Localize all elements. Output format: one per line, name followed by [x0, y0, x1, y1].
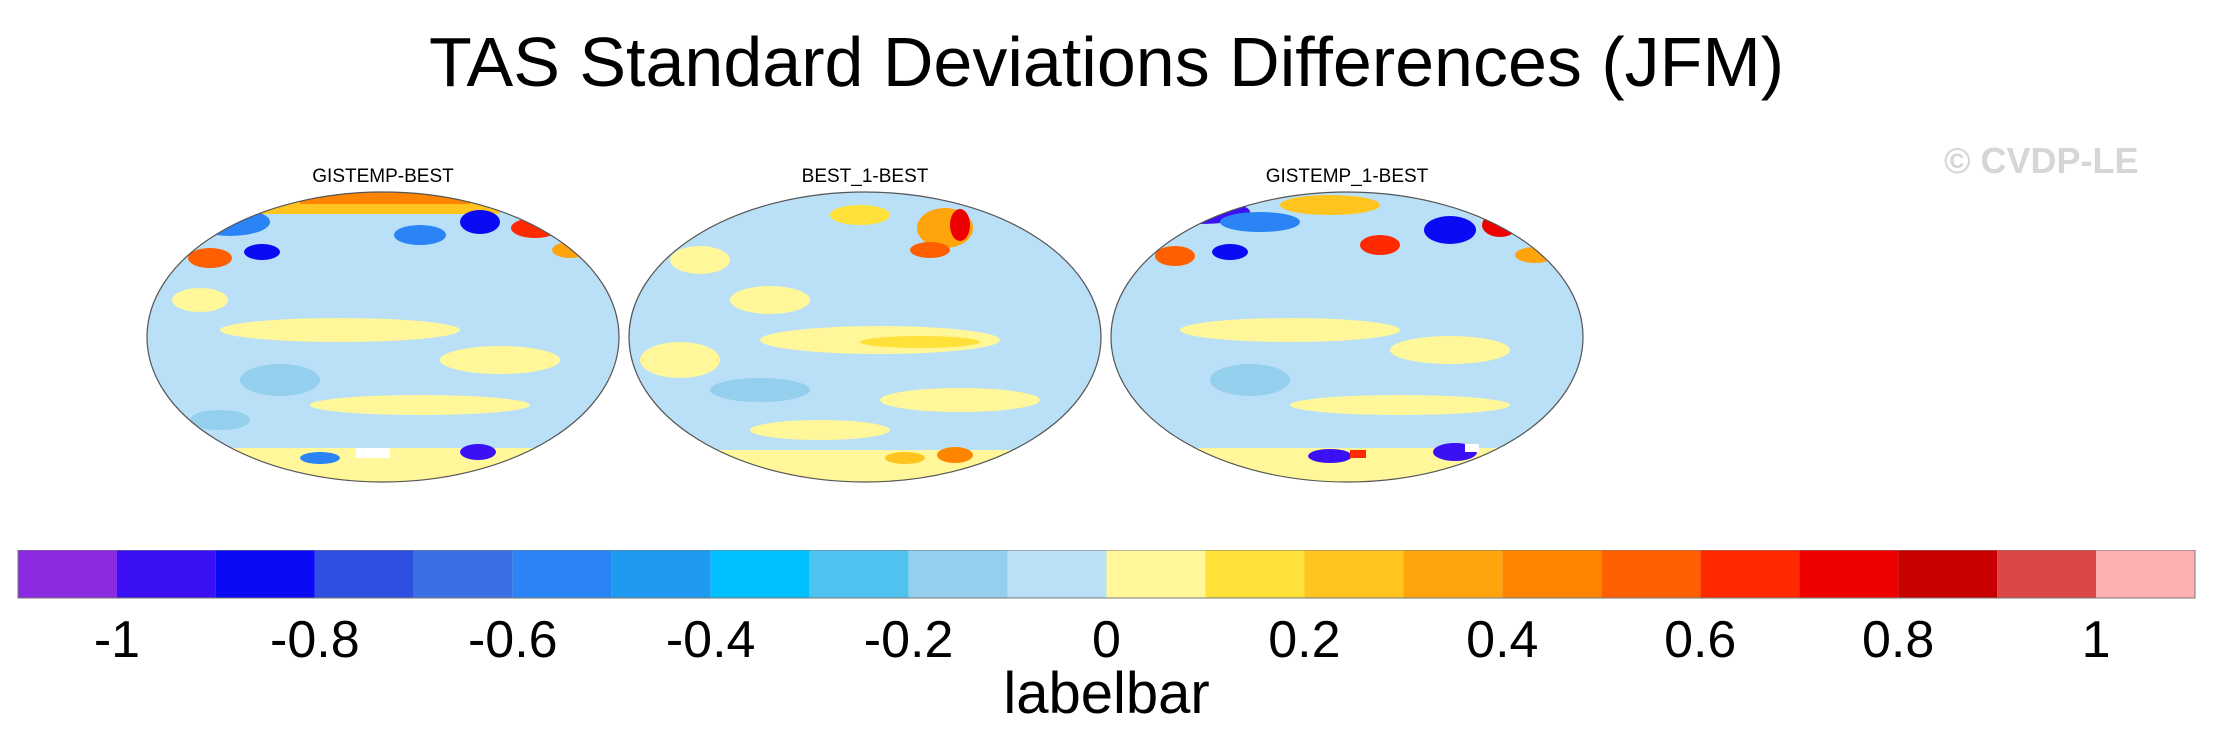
- colorbar-tick-label: 0: [1092, 611, 1121, 669]
- colorbar-title: labelbar: [1003, 661, 1210, 726]
- colorbar-tick-label: -0.4: [665, 611, 756, 669]
- watermark: © CVDP-LE: [1944, 140, 2139, 181]
- panel-title-best1-best: BEST_1-BEST: [801, 166, 929, 187]
- colorbar-swatch: [710, 550, 810, 598]
- map-field-gistemp1-best: [1111, 192, 1583, 482]
- colorbar-swatch: [18, 550, 117, 598]
- colorbar-swatch: [1601, 550, 1701, 598]
- colorbar-tick-label: -0.8: [270, 611, 360, 669]
- colorbar-swatch: [611, 550, 711, 598]
- colorbar-swatch: [1997, 550, 2097, 598]
- colorbar-tick-label: 0.6: [1664, 611, 1737, 669]
- colorbar-tick-label: 0.2: [1268, 611, 1341, 669]
- colorbar-tick-label: -0.6: [467, 611, 558, 669]
- map-panel-best1-best: [628, 191, 1102, 483]
- figure-title: TAS Standard Deviations Differences (JFM…: [428, 23, 1785, 101]
- colorbar-tick-label: 0.8: [1861, 611, 1935, 669]
- map-panel-gistemp1-best: [1110, 191, 1584, 483]
- colorbar-swatch: [1106, 550, 1206, 598]
- colorbar-swatch: [809, 550, 909, 598]
- colorbar-frame: [17, 550, 2196, 599]
- panel-title-gistemp1-best: GISTEMP_1-BEST: [1265, 166, 1429, 187]
- map-panels: [146, 191, 1584, 483]
- colorbar-swatch: [314, 550, 414, 598]
- colorbar-swatch: [512, 550, 612, 598]
- colorbar-tick-label: -0.2: [863, 611, 954, 669]
- colorbar-swatch: [215, 550, 315, 598]
- colorbar-swatch: [1205, 550, 1305, 598]
- panel-title-gistemp-best: GISTEMP-BEST: [312, 166, 454, 187]
- colorbar-swatch: [1799, 550, 1899, 598]
- colorbar-swatch: [1007, 550, 1107, 598]
- colorbar-swatch: [116, 550, 216, 598]
- colorbar-swatch: [1304, 550, 1404, 598]
- colorbar-swatch: [2096, 550, 2195, 598]
- colorbar-swatch: [413, 550, 513, 598]
- colorbar-tick-label: 0.4: [1466, 611, 1539, 669]
- colorbar-swatch: [1403, 550, 1503, 598]
- map-field-best1-best: [629, 192, 1101, 482]
- map-panel-gistemp-best: [146, 191, 620, 483]
- colorbar-swatch: [908, 550, 1008, 598]
- colorbar-swatch: [1898, 550, 1998, 598]
- colorbar-swatch: [1502, 550, 1602, 598]
- map-field-gistemp-best: [147, 192, 619, 482]
- colorbar: [17, 550, 2196, 599]
- colorbar-swatch: [1700, 550, 1800, 598]
- colorbar-tick-label: -1: [93, 611, 141, 669]
- colorbar-tick-label: 1: [2081, 611, 2111, 669]
